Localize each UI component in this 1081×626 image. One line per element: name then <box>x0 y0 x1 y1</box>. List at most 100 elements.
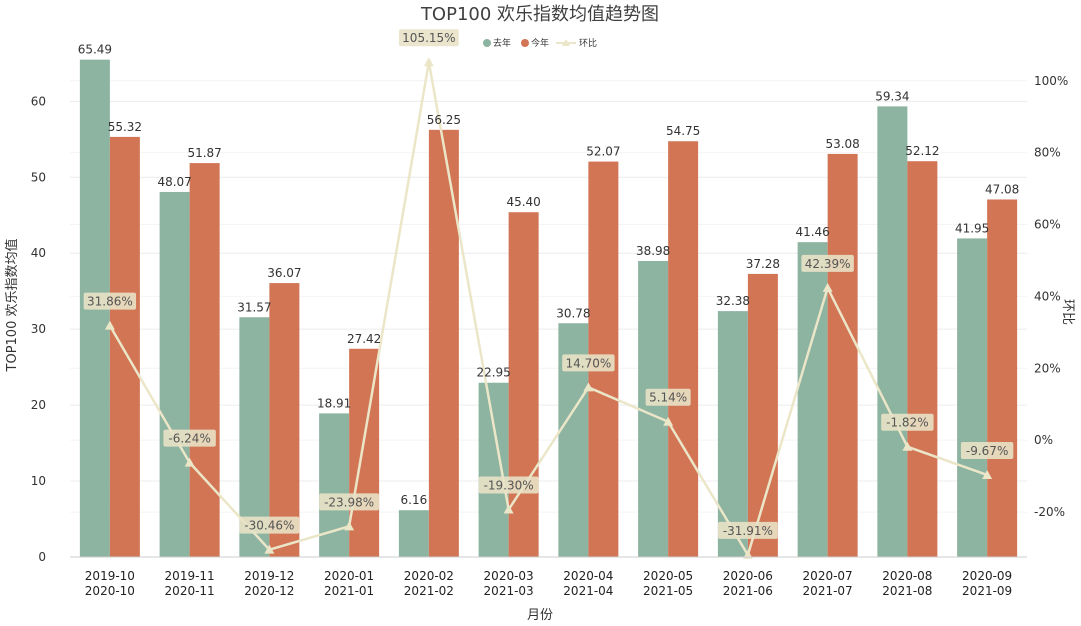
bar-this-year[interactable] <box>428 129 459 557</box>
x-tick-label: 2021-04 <box>563 584 613 598</box>
mom-label-box <box>239 516 300 534</box>
mom-value-label: -30.46% <box>244 519 294 533</box>
bar-this-year[interactable] <box>827 153 858 557</box>
legend-label-mom: 环比 <box>579 37 597 49</box>
y-tick-label: 60 <box>31 94 46 108</box>
bar-this-year[interactable] <box>508 212 539 557</box>
mom-point-marker[interactable] <box>663 416 674 426</box>
mom-point-marker[interactable] <box>902 441 913 451</box>
bar-this-year[interactable] <box>907 161 938 557</box>
mom-label-box <box>478 476 539 494</box>
bar-last-year[interactable] <box>478 382 509 557</box>
x-tick-label: 2021-06 <box>723 584 773 598</box>
bar-value-label: 30.78 <box>556 306 590 320</box>
x-tick-label: 2019-11 <box>165 569 215 583</box>
bar-value-label: 47.08 <box>985 182 1019 196</box>
mom-label-box <box>398 29 459 47</box>
x-tick-label: 2020-02 <box>404 569 454 583</box>
y-tick-label: 30 <box>31 322 46 336</box>
legend-swatch-this-year[interactable] <box>521 39 529 47</box>
mom-point-marker[interactable] <box>264 544 275 554</box>
bar-value-label: 56.25 <box>427 113 461 127</box>
mom-label-box <box>562 354 615 372</box>
bar-this-year[interactable] <box>269 283 300 557</box>
x-axis-title: 月份 <box>527 608 553 623</box>
axes: 0 10 20 30 40 50 60 -20% 0% 20% 40% 60% 80% 100% 2019-… <box>31 74 1069 598</box>
bar-last-year[interactable] <box>797 242 828 557</box>
mom-point-marker[interactable] <box>423 57 434 67</box>
mom-value-label: 42.39% <box>805 257 851 271</box>
mom-label-box <box>881 413 934 431</box>
y2-tick-label: 40% <box>1034 289 1061 303</box>
bar-value-label: 36.07 <box>267 266 301 280</box>
bar-last-year[interactable] <box>717 311 748 557</box>
x-tick-label: 2020-04 <box>563 569 613 583</box>
x-tick-label: 2020-05 <box>643 569 693 583</box>
bar-this-year[interactable] <box>109 136 140 557</box>
x-tick-label: 2020-08 <box>882 569 932 583</box>
legend-label-last-year: 去年 <box>493 37 511 49</box>
x-tick-label: 2020-06 <box>723 569 773 583</box>
x-tick-label: 2021-05 <box>643 584 693 598</box>
bar-this-year[interactable] <box>189 163 220 557</box>
mom-point-marker[interactable] <box>503 504 514 514</box>
x-tick-label: 2021-01 <box>324 584 374 598</box>
y-axis-title: TOP100 欢乐指数均值 <box>4 239 20 373</box>
y2-tick-label: 60% <box>1034 218 1061 232</box>
y2-tick-label: 80% <box>1034 146 1061 160</box>
mom-label-box <box>960 441 1014 459</box>
bar-last-year[interactable] <box>159 191 190 557</box>
mom-point-marker[interactable] <box>822 282 833 292</box>
bar-last-year[interactable] <box>398 510 429 557</box>
y2-axis-title: 环比 <box>1060 299 1075 325</box>
mom-value-label: 105.15% <box>402 31 455 45</box>
mom-point-marker[interactable] <box>104 320 115 330</box>
legend-swatch-last-year[interactable] <box>483 39 491 47</box>
mom-label-box <box>319 493 380 511</box>
bar-value-label: 41.95 <box>955 221 989 235</box>
mom-line <box>108 62 988 558</box>
x-tick-label: 2020-12 <box>244 584 294 598</box>
mom-value-label: -1.82% <box>886 416 928 430</box>
x-tick-label: 2020-11 <box>165 584 215 598</box>
mom-value-label: 5.14% <box>649 391 687 405</box>
mom-value-label: -23.98% <box>324 495 374 509</box>
bar-this-year[interactable] <box>747 273 778 557</box>
y-tick-label: 0 <box>38 550 46 564</box>
x-tick-label: 2020-07 <box>803 569 853 583</box>
mom-value-label: -19.30% <box>484 479 534 493</box>
mom-label-box <box>801 254 854 272</box>
x-tick-label: 2021-07 <box>803 584 853 598</box>
bar-value-label: 38.98 <box>636 244 670 258</box>
bar-value-label: 53.08 <box>825 137 859 151</box>
x-tick-label: 2020-01 <box>324 569 374 583</box>
legend[interactable]: 去年 今年 环比 <box>483 37 597 49</box>
bar-value-label: 54.75 <box>666 124 700 138</box>
bar-last-year[interactable] <box>957 238 988 558</box>
bar-value-label: 37.28 <box>746 257 780 271</box>
bar-last-year[interactable] <box>319 413 350 557</box>
bar-last-year[interactable] <box>877 106 908 558</box>
bar-value-label: 27.42 <box>347 332 381 346</box>
mom-point-marker[interactable] <box>583 382 594 392</box>
mom-value-label: -6.24% <box>168 432 210 446</box>
chart-title: TOP100 欢乐指数均值趋势图 <box>420 4 659 25</box>
bar-this-year[interactable] <box>987 199 1018 557</box>
bar-this-year[interactable] <box>668 141 699 558</box>
mom-label-box <box>83 292 137 310</box>
data-labels: 65.49 55.32 48.07 51.87 31.57 36.07 18.91 27.42… <box>78 29 1019 539</box>
x-tick-label: 2021-09 <box>962 584 1012 598</box>
bar-value-label: 41.46 <box>795 225 829 239</box>
x-tick-label: 2021-02 <box>404 584 454 598</box>
bar-value-label: 65.49 <box>78 43 112 57</box>
y2-tick-label: 100% <box>1034 74 1068 88</box>
mom-point-marker[interactable] <box>982 469 993 479</box>
bar-last-year[interactable] <box>638 260 669 557</box>
mom-label-box <box>717 521 778 539</box>
mom-point-marker[interactable] <box>344 521 355 531</box>
mom-value-label: -31.91% <box>723 524 773 538</box>
mom-point-marker[interactable] <box>184 457 195 467</box>
bar-value-label: 45.40 <box>506 195 540 209</box>
x-tick-label: 2020-03 <box>484 569 534 583</box>
